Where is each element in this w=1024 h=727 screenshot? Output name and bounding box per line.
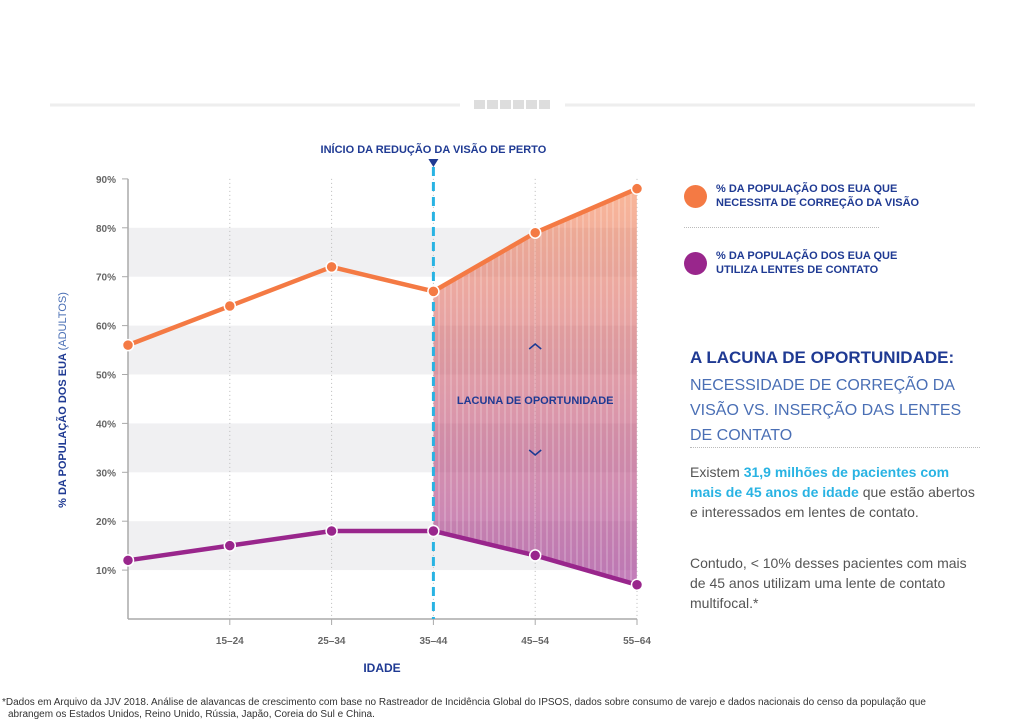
purple-dot-icon (684, 251, 707, 275)
decor-square (474, 100, 485, 109)
y-tick-label: 20% (96, 517, 116, 528)
series-line-0 (127, 186, 638, 348)
panel-paragraph-2: Contudo, < 10% desses pacientes com mais… (690, 555, 967, 611)
divider (690, 447, 980, 448)
data-point (325, 260, 338, 274)
decor-square (513, 100, 524, 109)
data-point (630, 578, 644, 592)
decor-square (539, 100, 550, 109)
marker-triangle-icon (428, 159, 439, 167)
footnote: *Dados em Arquivo da JJV 2018. Análise d… (2, 697, 926, 720)
chevron-up-icon (528, 342, 542, 350)
data-point (528, 226, 542, 239)
decor-square (487, 100, 498, 109)
data-point (427, 524, 440, 538)
decor-square (526, 100, 537, 109)
data-point (223, 539, 237, 552)
opportunity-gap-stripes (433, 188, 637, 585)
data-point (121, 554, 135, 567)
legend-label: % DA POPULAÇÃO DOS EUA QUE UTILIZA LENTES… (716, 250, 898, 276)
y-tick-label: 60% (96, 322, 116, 333)
x-tick-label: 55–64 (623, 636, 651, 647)
data-point (223, 299, 237, 313)
legend-item-vision-correction: % DA POPULAÇÃO DOS EUA QUE NECESSITA DE C… (684, 182, 966, 210)
divider (684, 227, 879, 228)
series-line-1 (127, 528, 638, 587)
data-point (528, 549, 542, 562)
highlight-text: 31,9 milhões de pacientes com mais de 45… (690, 464, 950, 500)
x-tick-label: 15–24 (216, 636, 244, 647)
marker-label: INÍCIO DA REDUÇÃO DA VISÃO DE PERTO (321, 143, 547, 156)
chevron-down-icon (528, 449, 542, 457)
y-tick-label: 50% (96, 371, 116, 382)
data-point (630, 182, 644, 195)
data-point (325, 524, 338, 538)
y-axis-label: % DA POPULAÇÃO DOS EUA (ADULTOS) (56, 292, 69, 508)
gap-label: LACUNA DE OPORTUNIDADE (457, 395, 614, 407)
x-tick-label: 45–54 (521, 636, 549, 647)
decor-square (500, 100, 511, 109)
panel-paragraph-1: Existem 31,9 milhões de pacientes com ma… (690, 464, 975, 520)
y-tick-label: 30% (96, 468, 116, 479)
y-tick-label: 40% (96, 419, 116, 430)
x-axis-label: IDADE (363, 661, 400, 675)
y-tick-label: 90% (96, 175, 116, 186)
data-point (427, 285, 440, 298)
y-axis-label-bold: % DA POPULAÇÃO DOS EUA (56, 350, 69, 507)
x-tick-label: 35–44 (419, 636, 447, 647)
panel-title: A LACUNA DE OPORTUNIDADE: (690, 348, 955, 367)
y-tick-label: 80% (96, 224, 116, 235)
data-point (121, 338, 135, 352)
panel-subtitle: NECESSIDADE DE CORREÇÃO DA VISÃO VS. INS… (690, 377, 962, 444)
y-tick-label: 70% (96, 273, 116, 284)
legend-item-contact-lenses: % DA POPULAÇÃO DOS EUA QUE UTILIZA LENTES… (684, 249, 966, 277)
orange-dot-icon (684, 184, 707, 208)
y-axis-label-light: (ADULTOS) (57, 292, 69, 350)
y-tick-label: 10% (96, 566, 116, 577)
x-tick-label: 25–34 (318, 636, 346, 647)
legend-label: % DA POPULAÇÃO DOS EUA QUE NECESSITA DE C… (716, 183, 920, 209)
